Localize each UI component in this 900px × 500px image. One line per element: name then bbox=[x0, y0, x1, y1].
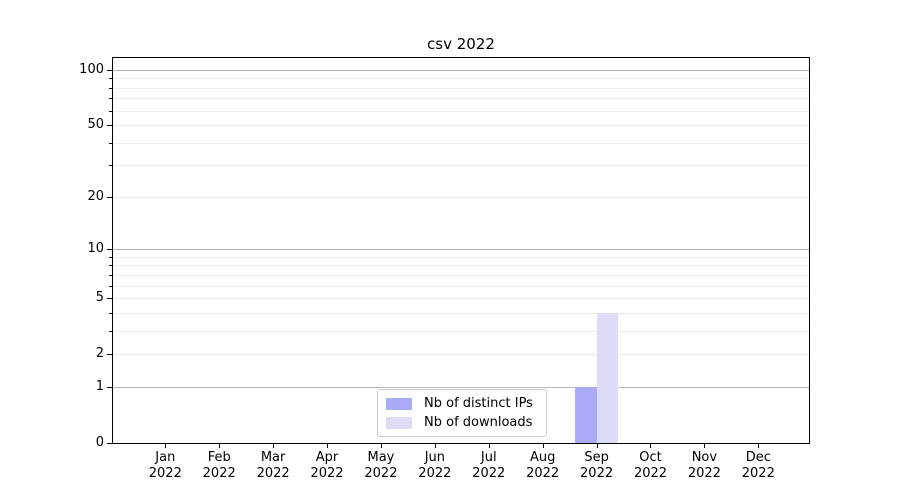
x-tick-label: Jul 2022 bbox=[472, 450, 506, 481]
y-minor-tick-mark bbox=[109, 142, 112, 144]
y-minor-tick-mark bbox=[109, 98, 112, 100]
gridline-minor bbox=[113, 256, 809, 258]
y-minor-tick-mark bbox=[109, 125, 112, 127]
y-tick-label: 50 bbox=[87, 117, 104, 133]
x-tick-mark bbox=[219, 444, 221, 448]
y-minor-tick-mark bbox=[109, 274, 112, 276]
gridline-minor bbox=[113, 78, 809, 80]
y-tick-mark bbox=[107, 249, 112, 251]
x-tick-mark bbox=[165, 444, 167, 448]
x-tick-mark bbox=[596, 444, 598, 448]
y-minor-tick-mark bbox=[109, 298, 112, 300]
gridline-major bbox=[113, 249, 809, 251]
gridline-minor bbox=[113, 285, 809, 287]
y-tick-mark bbox=[107, 443, 112, 444]
gridline-major bbox=[113, 386, 809, 388]
x-tick-label: Mar 2022 bbox=[256, 450, 290, 481]
gridline-minor bbox=[113, 110, 809, 112]
x-tick-label: Feb 2022 bbox=[202, 450, 236, 481]
x-tick-mark bbox=[488, 444, 490, 448]
y-minor-tick-mark bbox=[109, 196, 112, 198]
x-tick-label: Aug 2022 bbox=[526, 450, 560, 481]
gridline-minor bbox=[113, 312, 809, 314]
gridline-minor bbox=[113, 142, 809, 144]
x-tick-mark bbox=[327, 444, 329, 448]
y-minor-tick-mark bbox=[109, 330, 112, 332]
y-tick-label: 10 bbox=[87, 241, 104, 257]
gridline-minor bbox=[113, 298, 809, 300]
legend-entry-distinct-ips: Nb of distinct IPs bbox=[386, 395, 538, 411]
y-tick-label: 1 bbox=[95, 378, 104, 394]
y-minor-tick-mark bbox=[109, 354, 112, 356]
legend-label-distinct-ips: Nb of distinct IPs bbox=[424, 395, 533, 411]
gridline-minor bbox=[113, 125, 809, 127]
x-tick-label: Nov 2022 bbox=[687, 450, 721, 481]
legend-entry-downloads: Nb of downloads bbox=[386, 414, 538, 430]
legend-label-downloads: Nb of downloads bbox=[424, 414, 533, 430]
legend-swatch-distinct-ips bbox=[386, 397, 412, 410]
plot-area bbox=[112, 57, 810, 444]
bar-distinct-ips bbox=[575, 386, 597, 443]
x-tick-mark bbox=[650, 444, 652, 448]
y-tick-mark bbox=[107, 69, 112, 71]
y-tick-mark bbox=[107, 386, 112, 388]
x-tick-mark bbox=[434, 444, 436, 448]
bar-downloads bbox=[596, 312, 619, 443]
y-tick-label: 0 bbox=[95, 435, 104, 450]
x-tick-mark bbox=[380, 444, 382, 448]
x-tick-mark bbox=[273, 444, 275, 448]
x-tick-label: May 2022 bbox=[364, 450, 398, 481]
gridline-minor bbox=[113, 354, 809, 356]
gridline-minor bbox=[113, 98, 809, 100]
x-tick-mark bbox=[758, 444, 760, 448]
x-tick-label: Jun 2022 bbox=[418, 450, 452, 481]
y-minor-tick-mark bbox=[109, 285, 112, 287]
gridline-minor bbox=[113, 274, 809, 276]
gridline-major bbox=[113, 69, 809, 71]
y-minor-tick-mark bbox=[109, 87, 112, 89]
x-tick-label: Apr 2022 bbox=[310, 450, 344, 481]
x-tick-label: Oct 2022 bbox=[633, 450, 668, 481]
y-minor-tick-mark bbox=[109, 78, 112, 80]
gridline-minor bbox=[113, 196, 809, 198]
y-tick-label: 20 bbox=[87, 188, 104, 204]
gridline-minor bbox=[113, 87, 809, 89]
chart-title: csv 2022 bbox=[427, 35, 495, 53]
legend: Nb of distinct IPs Nb of downloads bbox=[377, 389, 547, 437]
x-tick-mark bbox=[704, 444, 706, 448]
x-tick-label: Jan 2022 bbox=[148, 450, 182, 481]
gridline-minor bbox=[113, 330, 809, 332]
legend-swatch-downloads bbox=[386, 416, 412, 429]
y-tick-label: 5 bbox=[95, 290, 104, 306]
x-tick-label: Dec 2022 bbox=[741, 450, 775, 481]
x-tick-label: Sep 2022 bbox=[580, 450, 614, 481]
y-minor-tick-mark bbox=[109, 256, 112, 258]
x-tick-mark bbox=[542, 444, 544, 448]
gridline-minor bbox=[113, 165, 809, 167]
y-minor-tick-mark bbox=[109, 165, 112, 167]
y-tick-label: 100 bbox=[79, 61, 104, 77]
y-tick-label: 2 bbox=[95, 346, 104, 362]
gridline-minor bbox=[113, 265, 809, 267]
y-minor-tick-mark bbox=[109, 110, 112, 112]
y-minor-tick-mark bbox=[109, 265, 112, 267]
y-minor-tick-mark bbox=[109, 312, 112, 314]
